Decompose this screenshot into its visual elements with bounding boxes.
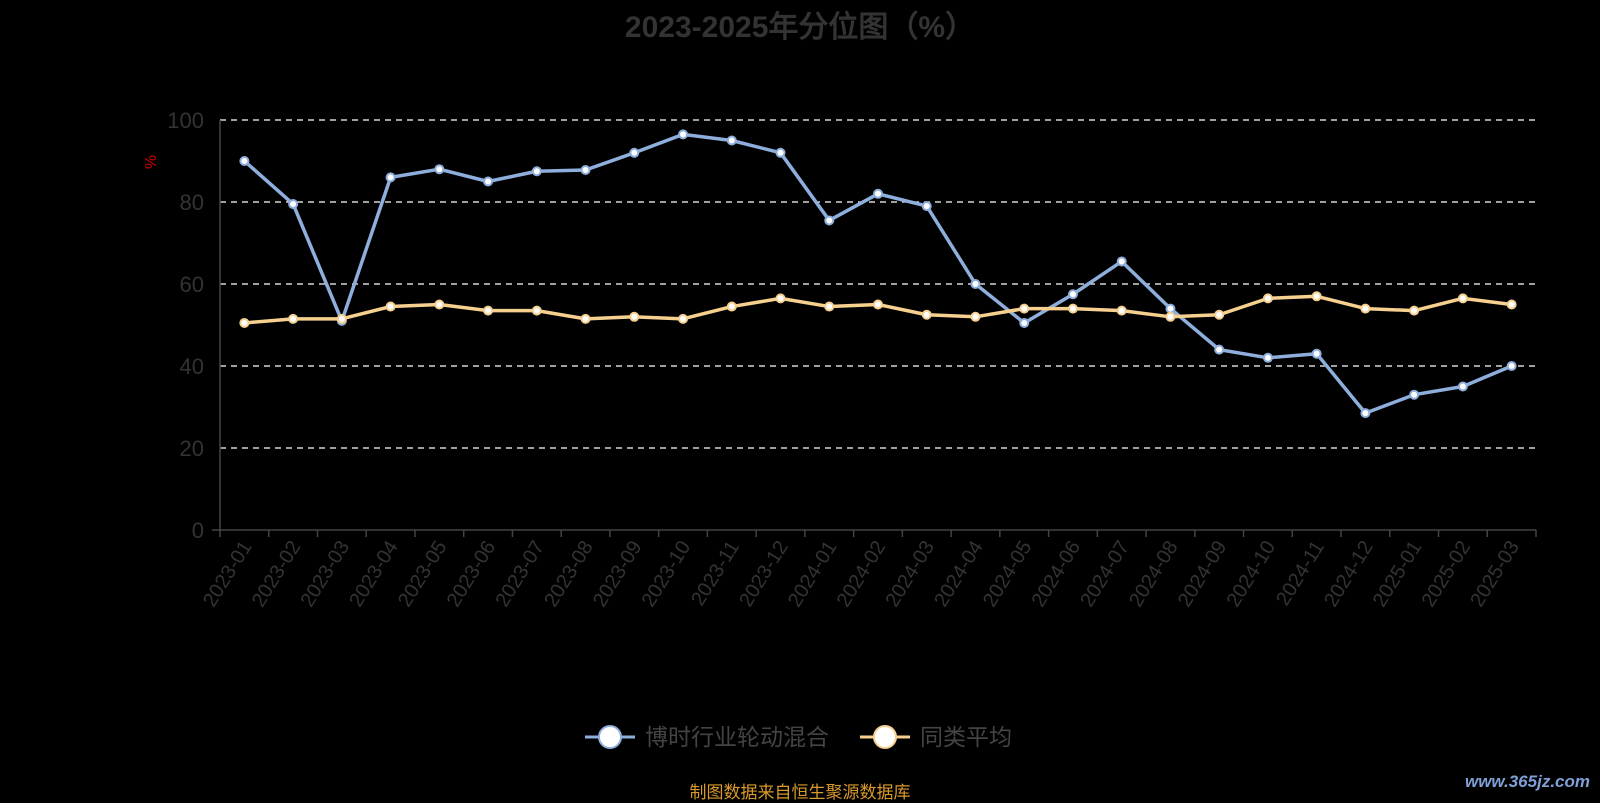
data-point: [1067, 303, 1078, 314]
legend-item: 博时行业轮动混合: [585, 724, 829, 750]
data-point: [288, 199, 299, 210]
data-point: [629, 311, 640, 322]
y-axis-label: %: [143, 155, 160, 169]
data-point: [1409, 389, 1420, 400]
data-point: [873, 299, 883, 310]
data-point: [239, 156, 250, 166]
data-point: [1360, 303, 1371, 314]
x-tick-labels: 2023-012023-022023-032023-042023-052023-…: [199, 537, 1524, 611]
data-point: [1019, 303, 1030, 314]
data-point: [970, 279, 981, 289]
data-point: [239, 317, 250, 328]
data-point: [336, 313, 347, 324]
data-point: [1311, 291, 1322, 302]
grid-lines: [220, 119, 1536, 449]
axes: [212, 120, 1537, 537]
data-point: [726, 301, 737, 312]
chart-title: 2023-2025年分位图（%）: [624, 11, 976, 44]
data-point: [580, 313, 591, 324]
data-point: [385, 301, 396, 312]
y-tick-label: 0: [192, 518, 204, 543]
data-point: [775, 293, 786, 304]
data-point: [726, 135, 737, 146]
y-tick-label: 100: [167, 108, 204, 133]
data-point: [1165, 303, 1176, 314]
series-1: [239, 129, 1517, 419]
y-tick-label: 60: [180, 272, 204, 297]
data-point: [434, 299, 445, 310]
data-point: [1409, 305, 1420, 316]
data-point: [1165, 311, 1176, 322]
data-point: [1360, 408, 1371, 419]
legend: 博时行业轮动混合 同类平均: [585, 724, 1012, 750]
y-tick-label: 40: [180, 354, 204, 379]
data-point: [824, 215, 835, 226]
series-2: [239, 291, 1517, 328]
data-point: [1457, 293, 1468, 304]
data-point: [775, 147, 786, 158]
data-point: [1262, 293, 1273, 304]
data-point: [921, 201, 932, 212]
data-point: [1019, 317, 1030, 328]
data-point: [629, 147, 640, 158]
series-line: [243, 132, 1513, 415]
data-point: [678, 313, 689, 324]
series-group: [239, 129, 1517, 419]
watermark: www.365jz.com: [1464, 772, 1590, 791]
data-point: [970, 311, 981, 322]
x-tick-label: 2024-10: [1223, 537, 1281, 611]
data-point: [1506, 361, 1517, 371]
data-point: [434, 164, 445, 175]
data-point: [385, 172, 396, 183]
x-tick-label: 2025-03: [1466, 537, 1524, 611]
data-point: [873, 188, 883, 199]
data-point: [1116, 256, 1127, 267]
data-point: [531, 166, 542, 177]
y-tick-labels: 0 20 40 60 80 100: [167, 108, 204, 543]
data-point: [1214, 344, 1225, 355]
y-tick-label: 20: [180, 436, 204, 461]
data-point: [1506, 299, 1517, 310]
legend-label: 博时行业轮动混合: [645, 724, 829, 750]
source-note: 制图数据来自恒生聚源数据库: [689, 783, 911, 802]
y-tick-label: 80: [180, 190, 204, 215]
data-point: [921, 309, 932, 320]
data-point: [483, 305, 494, 316]
legend-marker-icon: [873, 725, 897, 749]
data-point: [1457, 381, 1468, 392]
data-point: [531, 305, 542, 316]
data-point: [288, 313, 299, 324]
legend-label: 同类平均: [920, 724, 1012, 750]
data-point: [1067, 289, 1078, 300]
data-point: [824, 301, 835, 312]
legend-item: 同类平均: [860, 724, 1012, 750]
data-point: [1262, 352, 1273, 363]
data-point: [1116, 305, 1127, 316]
data-point: [580, 165, 591, 176]
data-point: [1214, 309, 1225, 320]
x-tick-label: 2023-10: [638, 537, 696, 611]
legend-marker-icon: [598, 725, 622, 749]
data-point: [678, 129, 689, 140]
data-point: [1311, 348, 1322, 359]
data-point: [483, 176, 494, 187]
